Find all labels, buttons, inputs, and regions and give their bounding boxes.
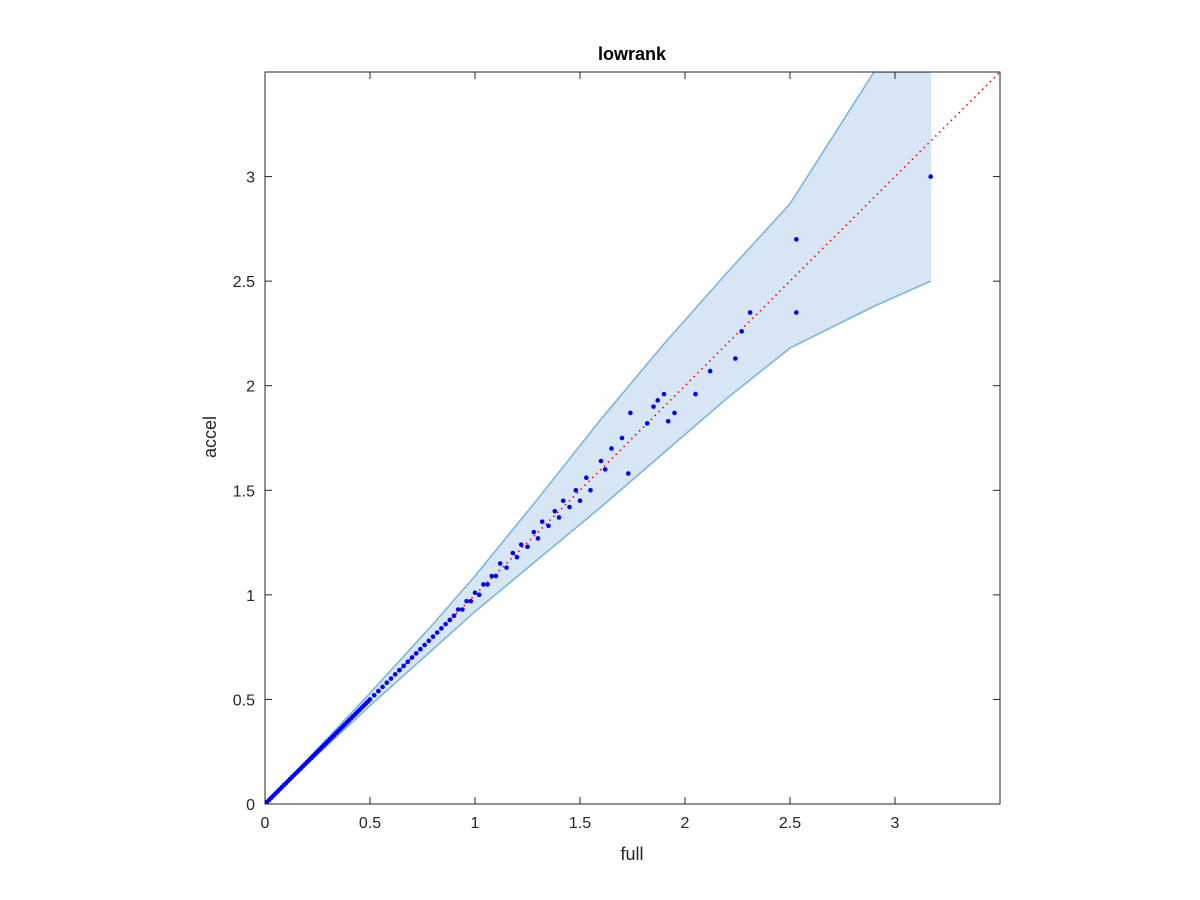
scatter-point — [413, 651, 419, 656]
scatter-point — [371, 692, 377, 698]
x-axis-label: full — [620, 844, 643, 864]
scatter-point — [588, 487, 593, 493]
scatter-point — [584, 475, 589, 481]
x-tick-label: 1.5 — [569, 815, 591, 832]
scatter-point — [655, 398, 660, 403]
axes-box — [264, 71, 1001, 805]
scatter-point — [567, 504, 572, 510]
y-tick-label: 0 — [246, 797, 255, 814]
scatter-point — [514, 554, 520, 560]
plot-frame — [264, 71, 1001, 805]
chart-title: lowrank — [598, 44, 667, 64]
band-lower-edge — [265, 280, 932, 804]
scatter-point — [439, 626, 444, 631]
y-tick-label: 1 — [246, 588, 255, 605]
scatter-point — [510, 550, 516, 556]
scatter-point — [665, 418, 671, 424]
x-tick-label: 2 — [681, 815, 690, 832]
scatter-point — [430, 634, 436, 639]
scatter-point — [525, 544, 530, 550]
y-tick-label: 1.5 — [233, 483, 255, 500]
scatter-point — [464, 598, 469, 604]
x-tick-label: 0 — [261, 815, 270, 832]
y-tick-label: 3 — [246, 170, 255, 187]
scatter-point — [693, 391, 698, 397]
band-fill — [265, 72, 931, 804]
y-tick-label: 2 — [246, 379, 255, 396]
scatter-point — [573, 487, 579, 493]
scatter-point — [485, 582, 490, 587]
scatter-point — [422, 642, 427, 648]
identity-line — [264, 71, 1001, 805]
x-tick-label: 3 — [891, 815, 900, 832]
scatter-point — [481, 582, 486, 587]
scatter-point — [497, 561, 503, 566]
scatter-point — [628, 410, 633, 416]
scatter-point — [747, 310, 753, 315]
scatter-point — [928, 174, 933, 179]
scatter-point — [455, 607, 461, 612]
scatter-point — [602, 467, 608, 472]
scatter-point — [392, 672, 398, 677]
scatter-point — [661, 391, 667, 397]
scatter-point — [651, 404, 656, 409]
scatter-point — [397, 667, 402, 673]
scatter-point — [384, 680, 390, 685]
scatter-point — [388, 676, 394, 681]
scatter-point — [598, 458, 604, 464]
scatter-point — [518, 542, 524, 547]
y-tick-label: 0.5 — [233, 692, 255, 709]
reference-line — [264, 71, 1001, 805]
scatter-point — [535, 536, 541, 541]
scatter-point — [447, 617, 453, 623]
scatter-point — [493, 573, 499, 579]
scatter-point — [794, 237, 799, 242]
scatter-point — [376, 688, 381, 694]
x-tick-label: 2.5 — [779, 815, 801, 832]
scatter-point — [401, 663, 406, 669]
scatter-point — [476, 592, 482, 598]
confidence-band — [265, 72, 932, 804]
scatter-point — [644, 421, 650, 426]
scatter-points — [264, 174, 933, 805]
scatter-point — [739, 329, 744, 334]
scatter-point — [434, 630, 440, 635]
scatter-point — [531, 529, 537, 535]
x-tick-label: 1 — [471, 815, 480, 832]
scatter-point — [552, 508, 558, 514]
scatter-point — [560, 498, 566, 504]
scatter-point — [733, 356, 738, 361]
y-axis-label: accel — [200, 416, 220, 458]
scatter-point — [504, 565, 509, 570]
scatter-point — [409, 655, 415, 660]
scatter-point — [472, 590, 478, 596]
scatter-point — [556, 515, 562, 520]
scatter-point — [707, 368, 713, 374]
scatter-point — [577, 498, 583, 504]
scatter-point — [794, 310, 799, 315]
scatter-point — [468, 598, 474, 604]
scatter-point — [460, 607, 465, 612]
x-tick-label: 0.5 — [359, 815, 381, 832]
scatter-point — [546, 523, 551, 529]
scatter-point — [380, 684, 385, 690]
scatter-point — [367, 697, 373, 702]
y-tick-label: 2.5 — [233, 274, 255, 291]
band-upper-edge — [265, 72, 931, 804]
scatter-point — [626, 471, 631, 476]
scatter-point — [539, 519, 545, 524]
scatter-point — [489, 573, 495, 579]
scatter-point — [426, 638, 432, 644]
y-axis-ticks: 0 0.5 1 1.5 2 2.5 3 — [233, 170, 1000, 814]
x-axis-ticks: 0 0.5 1 1.5 2 2.5 3 — [261, 72, 900, 832]
scatter-point — [672, 410, 677, 416]
scatter-point — [619, 435, 625, 441]
scatter-point — [443, 621, 448, 627]
scatter-point — [405, 659, 411, 665]
scatter-point — [609, 446, 614, 451]
scatter-point — [451, 613, 457, 619]
scatter-point — [418, 646, 423, 652]
